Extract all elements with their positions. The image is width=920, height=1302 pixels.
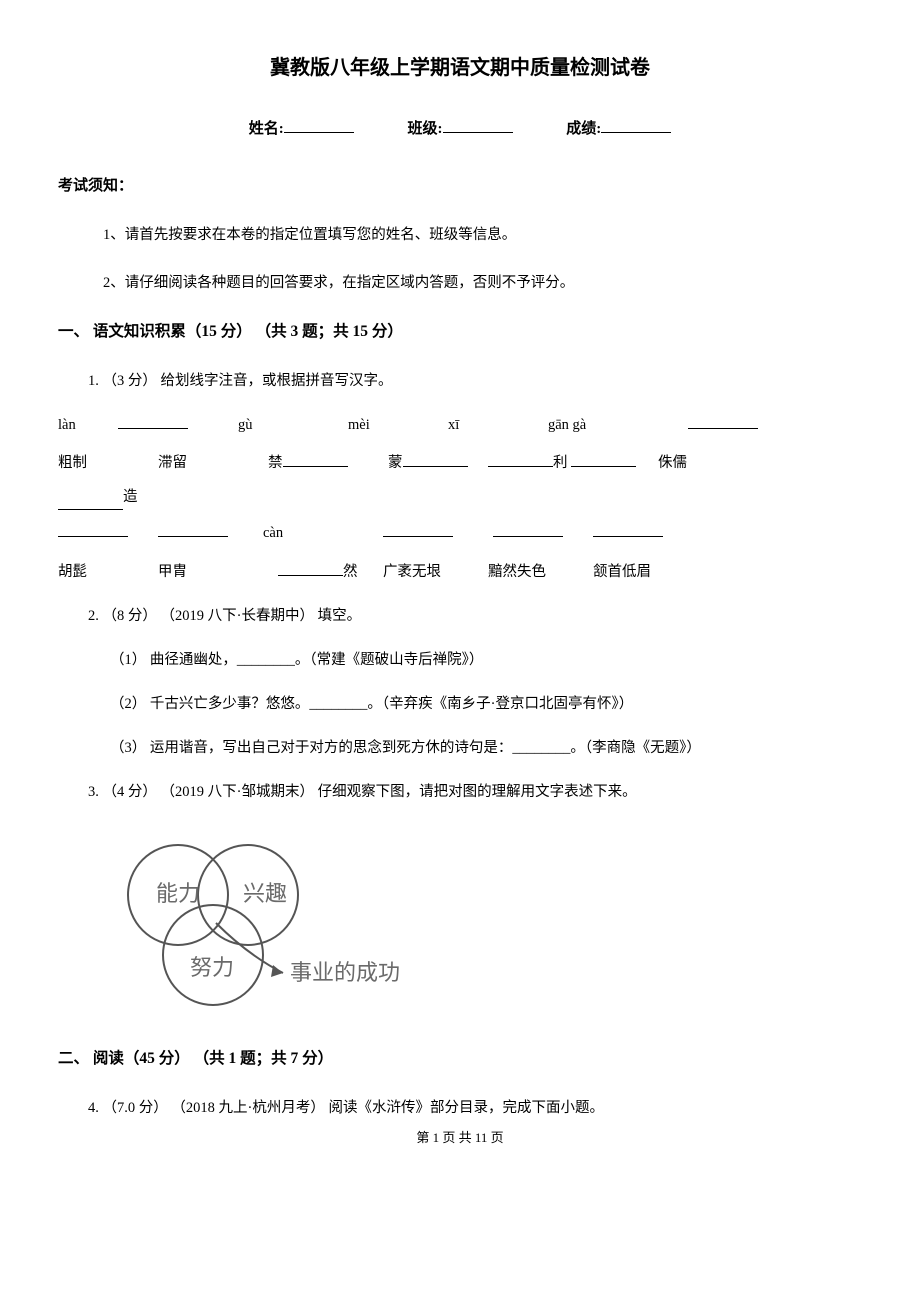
char-huzi: 胡髭: [58, 559, 158, 585]
question-2-1: （1） 曲径通幽处，________。（常建《题破山寺后禅院》）: [110, 647, 862, 673]
student-info-line: 姓名: 班级: 成绩:: [58, 116, 862, 143]
pinyin-gu: gù: [238, 412, 348, 438]
blank: [283, 466, 348, 467]
question-2-3: （3） 运用谐音，写出自己对于对方的思念到死方休的诗句是：________。（李…: [110, 735, 862, 761]
blank: [688, 428, 758, 429]
blank: [58, 536, 128, 537]
question-1: 1. （3 分） 给划线字注音，或根据拼音写汉字。: [88, 368, 862, 394]
blank: [493, 536, 563, 537]
score-blank: [601, 132, 671, 133]
venn-label-effort: 努力: [190, 955, 234, 980]
name-blank: [284, 132, 354, 133]
pinyin-can: càn: [263, 520, 383, 546]
section-1-header: 一、 语文知识积累（15 分） （共 3 题；共 15 分）: [58, 318, 862, 346]
question-2: 2. （8 分） （2019 八下·长春期中） 填空。: [88, 603, 862, 629]
exam-title: 冀教版八年级上学期语文期中质量检测试卷: [58, 50, 862, 86]
venn-diagram: 能力 兴趣 努力 事业的成功: [108, 825, 468, 1025]
char-zhuru: 侏儒: [658, 450, 687, 476]
blank: [118, 428, 188, 429]
question-3: 3. （4 分） （2019 八下·邹城期末） 仔细观察下图，请把对图的理解用文…: [88, 779, 862, 805]
class-blank: [443, 132, 513, 133]
pinyin-row-1: làn gù mèi xī gān gà: [58, 412, 862, 446]
char-li: 利: [553, 455, 568, 471]
notice-item-2: 2、请仔细阅读各种题目的回答要求，在指定区域内答题，否则不予评分。: [103, 270, 862, 296]
score-label: 成绩:: [566, 121, 601, 137]
pinyin-ganga: gān gà: [548, 412, 688, 438]
char-zao: 造: [123, 484, 138, 510]
char-ran: 然: [343, 564, 358, 580]
blank: [58, 509, 123, 510]
char-cuzhi: 粗制: [58, 450, 158, 476]
venn-arrow-label: 事业的成功: [290, 960, 400, 985]
venn-label-interest: 兴趣: [243, 881, 287, 906]
char-guangmao: 广袤无垠: [383, 559, 488, 585]
char-row-2b: 造: [58, 484, 862, 510]
char-row-2: 粗制 滞留 禁 蒙 利 侏儒: [58, 450, 862, 476]
blank: [593, 536, 663, 537]
venn-label-ability: 能力: [156, 881, 200, 906]
blank: [488, 466, 553, 467]
char-jiazhou: 甲胄: [158, 559, 278, 585]
class-label: 班级:: [408, 121, 443, 137]
char-hanshou: 颔首低眉: [593, 559, 651, 585]
char-jin: 禁: [268, 455, 283, 471]
question-2-2: （2） 千古兴亡多少事？悠悠。________。（辛弃疾《南乡子·登京口北固亭有…: [110, 691, 862, 717]
blank: [278, 575, 343, 576]
blank: [383, 536, 453, 537]
question-4: 4. （7.0 分） （2018 九上·杭州月考） 阅读《水浒传》部分目录，完成…: [88, 1095, 862, 1121]
blank: [571, 466, 636, 467]
blank: [158, 536, 228, 537]
venn-svg: 能力 兴趣 努力 事业的成功: [108, 825, 468, 1025]
char-anran: 黯然失色: [488, 559, 593, 585]
notice-item-1: 1、请首先按要求在本卷的指定位置填写您的姓名、班级等信息。: [103, 222, 862, 248]
blank: [403, 466, 468, 467]
notice-title: 考试须知：: [58, 173, 862, 200]
char-zhiliu: 滞留: [158, 450, 268, 476]
char-row-4: 胡髭 甲胄 然 广袤无垠 黯然失色 颔首低眉: [58, 559, 862, 585]
page-footer: 第 1 页 共 11 页: [58, 1126, 862, 1149]
pinyin-lan: làn: [58, 412, 118, 438]
name-label: 姓名:: [249, 121, 284, 137]
pinyin-xi: xī: [448, 412, 548, 438]
char-meng: 蒙: [388, 455, 403, 471]
section-2-header: 二、 阅读（45 分） （共 1 题；共 7 分）: [58, 1045, 862, 1073]
pinyin-row-3: càn: [58, 520, 862, 554]
pinyin-mei: mèi: [348, 412, 448, 438]
